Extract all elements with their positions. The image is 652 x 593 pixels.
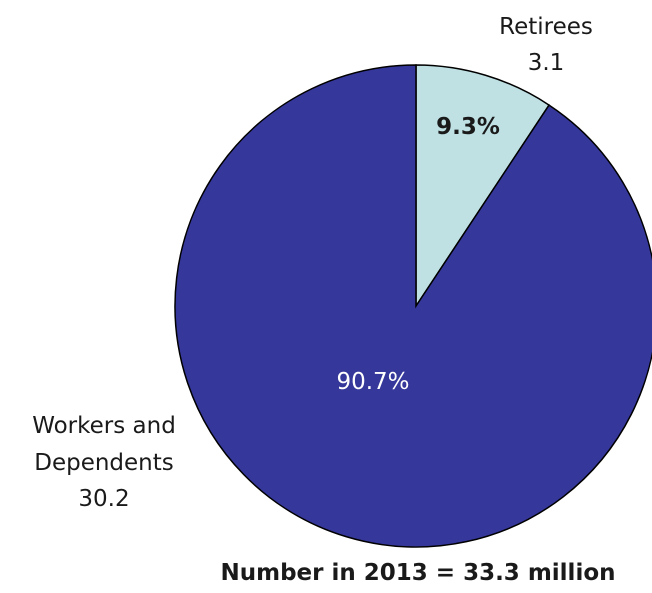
pie-slice-retirees xyxy=(415,64,551,309)
label-retirees-name: Retirees xyxy=(499,14,593,40)
label-workers-value: 30.2 xyxy=(78,486,129,512)
label-workers-name-line2: Dependents xyxy=(34,450,174,476)
label-workers-percent: 90.7% xyxy=(336,369,409,395)
pie-slices xyxy=(174,64,652,548)
label-retirees-percent: 9.3% xyxy=(436,114,500,140)
pie-slice-workers-and-dependents xyxy=(174,64,652,548)
label-retirees-value: 3.1 xyxy=(528,50,565,76)
label-workers-name-line1: Workers and xyxy=(32,413,176,439)
chart-footer: Number in 2013 = 33.3 million xyxy=(221,560,616,586)
